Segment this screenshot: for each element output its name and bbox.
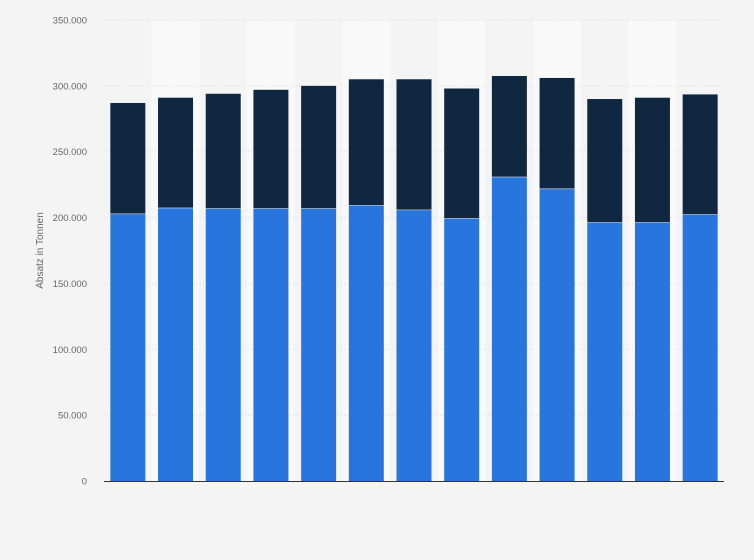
bar-segment-series-1	[634, 222, 670, 481]
bar-segment-series-1	[205, 208, 241, 481]
bar-segment-series-1	[587, 222, 623, 481]
bar-segment-series-2	[253, 89, 289, 209]
bar-segment-series-2	[348, 79, 384, 206]
bar-segment-series-2	[396, 79, 432, 210]
bar-segment-series-1	[158, 207, 194, 481]
bar-segment-series-2	[301, 85, 337, 209]
bar-segment-series-2	[587, 99, 623, 223]
y-tick-label: 0	[82, 477, 87, 488]
y-axis-ticks: 0 50.000 100.000 150.000 200.000 250.000 300.0…	[53, 16, 87, 488]
bar-segment-series-2	[634, 97, 670, 223]
bar-segment-series-1	[444, 218, 480, 482]
bars	[110, 75, 718, 482]
bar-segment-series-1	[110, 213, 146, 481]
bar-segment-series-2	[491, 75, 527, 177]
bar-segment-series-2	[444, 88, 480, 219]
y-axis-title: Absatz in Tonnen	[35, 212, 46, 289]
bar-segment-series-1	[539, 188, 575, 481]
bar-segment-series-2	[539, 77, 575, 189]
y-tick-label: 200.000	[53, 213, 87, 224]
bar-segment-series-1	[253, 208, 289, 481]
bar-segment-series-2	[110, 102, 146, 214]
bar-segment-series-2	[205, 93, 241, 209]
y-tick-label: 50.000	[58, 411, 87, 422]
y-tick-label: 250.000	[53, 147, 87, 158]
bar-segment-series-1	[348, 205, 384, 481]
bar-segment-series-1	[396, 209, 432, 481]
y-tick-label: 100.000	[53, 345, 87, 356]
y-tick-label: 300.000	[53, 81, 87, 92]
bar-segment-series-1	[682, 214, 718, 481]
bar-segment-series-1	[301, 208, 337, 481]
y-tick-label: 350.000	[53, 16, 87, 27]
y-tick-label: 150.000	[53, 279, 87, 290]
bar-segment-series-1	[491, 176, 527, 482]
bar-segment-series-2	[158, 97, 194, 208]
bar-segment-series-2	[682, 94, 718, 215]
